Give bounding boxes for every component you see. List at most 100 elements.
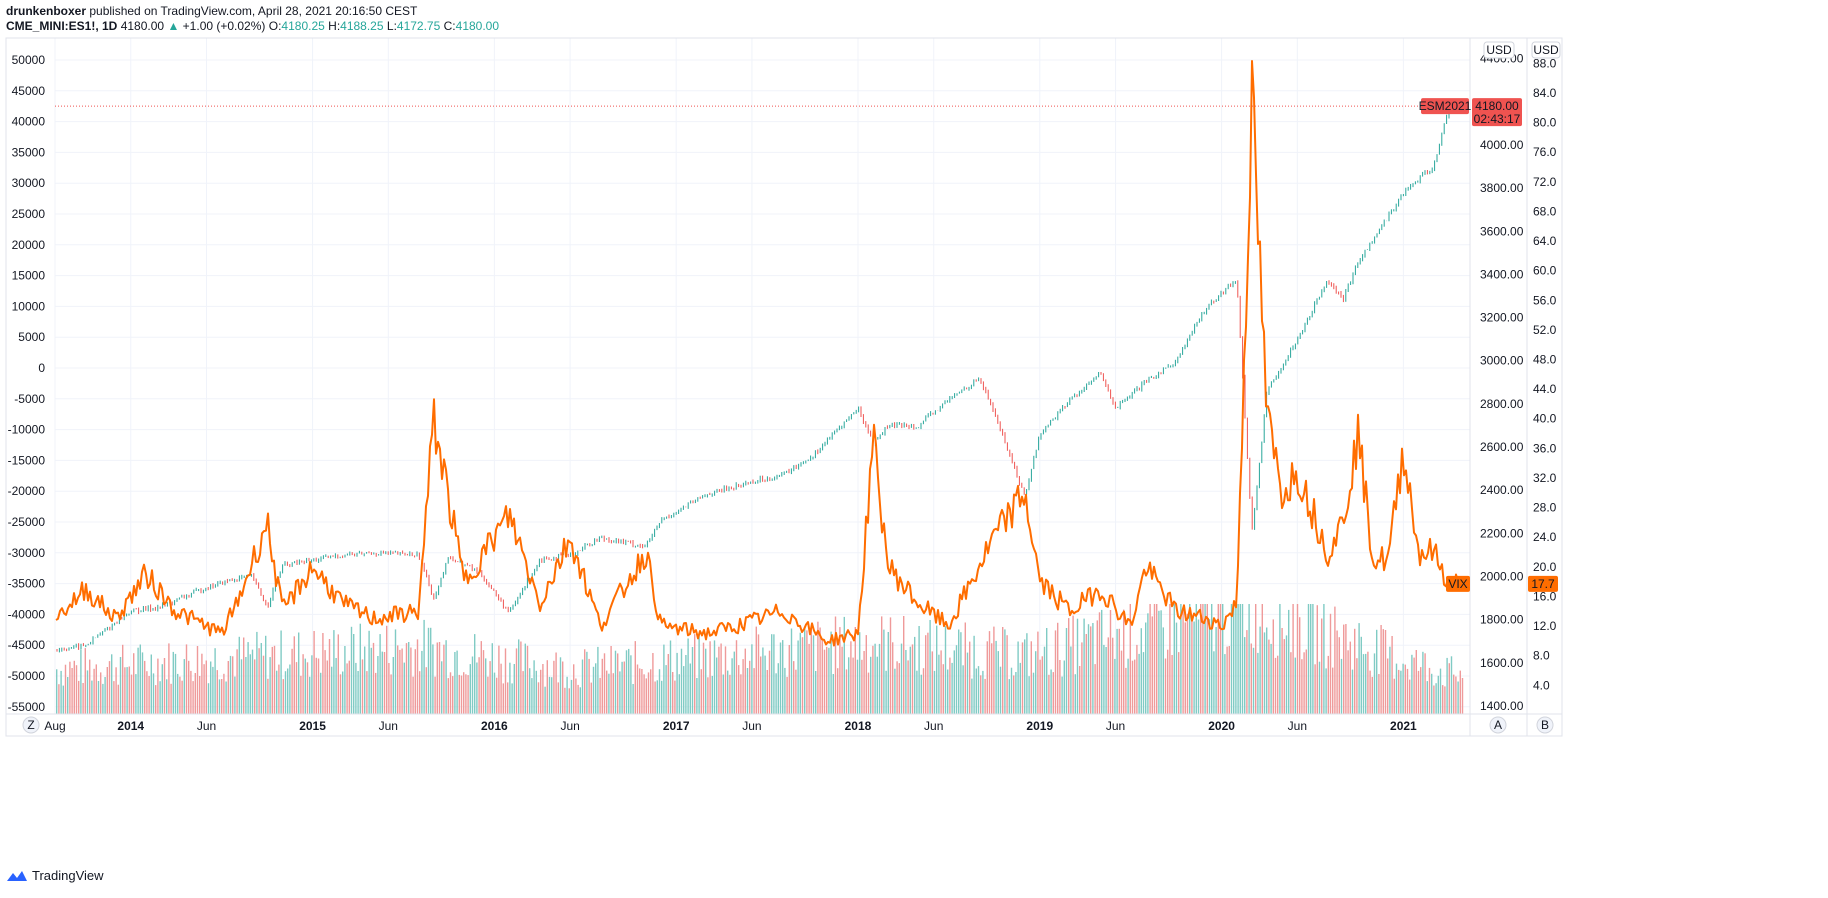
volume-bar xyxy=(694,634,696,714)
left-tick-label: 40000 xyxy=(12,115,46,129)
vix-unit-box[interactable] xyxy=(1531,41,1561,59)
volume-bar xyxy=(427,627,430,714)
scale-button-z[interactable] xyxy=(22,716,40,734)
volume-bar xyxy=(797,640,799,714)
volume-bar xyxy=(1079,666,1081,714)
volume-bar xyxy=(883,629,885,714)
volume-bar xyxy=(282,679,284,714)
tradingview-logo-icon xyxy=(7,870,27,881)
volume-bar xyxy=(1314,664,1316,714)
volume-bar xyxy=(1219,604,1222,714)
volume-bar xyxy=(265,635,267,714)
volume-bar xyxy=(1239,604,1241,714)
volume-bar xyxy=(1015,672,1017,714)
volume-bar xyxy=(1074,674,1076,714)
volume-bar xyxy=(443,644,445,714)
volume-bar xyxy=(146,671,148,714)
volume-bar xyxy=(801,637,804,714)
volume-bar xyxy=(333,630,335,714)
es-unit-box[interactable] xyxy=(1483,41,1515,59)
volume-bar xyxy=(126,667,128,714)
volume-bar xyxy=(84,648,86,714)
volume-bar xyxy=(1017,641,1019,714)
volume-bar xyxy=(1307,604,1310,714)
volume-bar xyxy=(1224,654,1226,714)
volume-bar xyxy=(619,671,621,714)
volume-bar xyxy=(878,643,881,714)
volume-bar xyxy=(256,631,258,714)
volume-bar xyxy=(551,677,553,714)
volume-bar xyxy=(1435,683,1437,714)
volume-bar xyxy=(1351,669,1354,714)
volume-bar xyxy=(762,647,764,714)
volume-bar xyxy=(199,676,201,714)
volume-bar xyxy=(117,684,119,714)
volume-bar xyxy=(1013,675,1015,714)
es-tick-label: 1800.00 xyxy=(1480,613,1524,627)
volume-bar xyxy=(1193,621,1195,714)
volume-bar xyxy=(260,643,262,714)
volume-bar xyxy=(216,670,218,714)
volume-bar xyxy=(975,668,977,714)
volume-bar xyxy=(67,677,69,714)
volume-bar xyxy=(500,663,502,714)
volume-bar xyxy=(841,646,843,714)
volume-bar xyxy=(667,654,669,714)
vix-tick-label: 36.0 xyxy=(1533,441,1557,455)
volume-bar xyxy=(1439,668,1442,714)
left-tick-label: -45000 xyxy=(8,638,46,652)
volume-bar xyxy=(896,661,898,714)
volume-bar xyxy=(375,672,377,714)
volume-bar xyxy=(718,646,720,714)
volume-bar xyxy=(111,654,113,714)
volume-bar xyxy=(771,634,773,714)
vix-tick-label: 24.0 xyxy=(1533,530,1557,544)
volume-bar xyxy=(80,649,82,714)
volume-bar xyxy=(786,676,788,714)
volume-bar xyxy=(724,646,727,714)
volume-bar xyxy=(194,673,196,714)
volume-bar xyxy=(892,642,894,714)
volume-bar xyxy=(812,635,815,714)
volume-bar xyxy=(419,671,421,714)
volume-bar xyxy=(727,670,729,714)
volume-bar xyxy=(249,654,251,714)
volume-bar xyxy=(548,676,551,714)
price-change: +1.00 (+0.02%) xyxy=(182,19,266,33)
vix-tick-label: 56.0 xyxy=(1533,293,1557,307)
volume-bar xyxy=(914,636,916,714)
volume-bar xyxy=(867,672,870,714)
x-tick-label: Aug xyxy=(44,719,65,733)
volume-bar xyxy=(1365,653,1367,714)
author-name[interactable]: drunkenboxer xyxy=(6,4,87,18)
volume-bar xyxy=(1415,650,1417,714)
volume-bar xyxy=(702,642,705,714)
volume-bar xyxy=(969,641,971,714)
volume-bar xyxy=(520,641,522,714)
tradingview-footer[interactable]: TradingView xyxy=(6,868,104,883)
volume-bar xyxy=(1138,653,1140,714)
volume-bar xyxy=(955,645,958,714)
volume-bar xyxy=(1292,604,1294,714)
volume-bar xyxy=(1035,651,1037,714)
vix-price-tag xyxy=(1528,575,1558,592)
volume-bar xyxy=(1417,670,1420,714)
x-tick-label: Jun xyxy=(197,719,216,733)
volume-bar xyxy=(1329,613,1332,714)
volume-bar xyxy=(1422,651,1424,714)
volume-bar xyxy=(1118,628,1120,714)
volume-bar xyxy=(458,674,460,714)
volume-bar xyxy=(1257,652,1259,714)
volume-bar xyxy=(412,676,414,714)
vix-name-tag xyxy=(1446,575,1470,592)
volume-bar xyxy=(984,678,986,714)
volume-bar xyxy=(1120,650,1123,714)
volume-bar xyxy=(839,627,841,714)
left-tick-label: -20000 xyxy=(8,484,46,498)
scale-button-b[interactable] xyxy=(1536,716,1554,734)
vix-tick-label: 60.0 xyxy=(1533,264,1557,278)
scale-button-a[interactable] xyxy=(1489,716,1507,734)
volume-bar xyxy=(144,660,146,714)
symbol-label[interactable]: CME_MINI:ES1!, 1D xyxy=(6,19,118,33)
